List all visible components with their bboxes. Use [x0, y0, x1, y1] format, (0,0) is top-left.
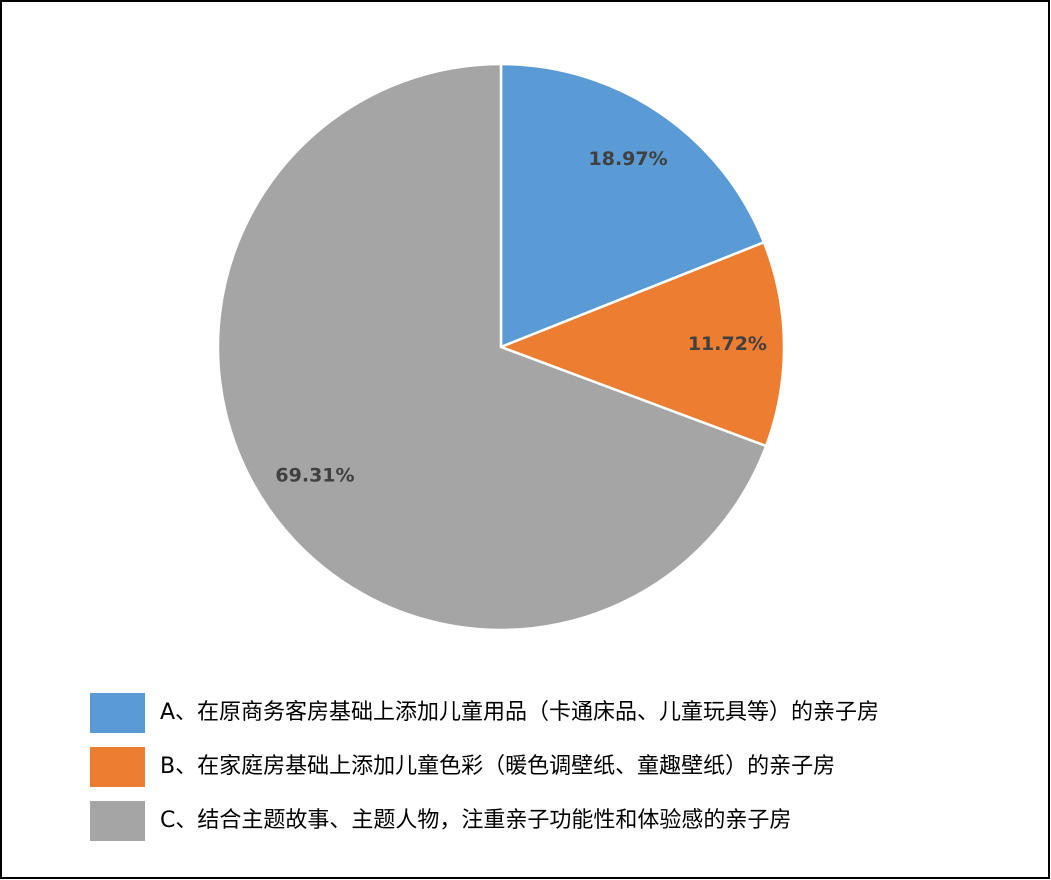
pie-slice	[216, 62, 768, 632]
legend-swatch	[90, 801, 145, 841]
data-label: 18.97%	[589, 148, 668, 170]
pie-slice	[497, 240, 786, 448]
legend-label: B、在家庭房基础上添加儿童色彩（暖色调壁纸、童趣壁纸）的亲子房	[160, 754, 835, 779]
pie-slice	[499, 62, 766, 349]
data-label: 69.31%	[275, 465, 354, 487]
legend-swatch	[90, 693, 145, 733]
legend-label: C、结合主题故事、主题人物，注重亲子功能性和体验感的亲子房	[160, 808, 791, 833]
data-label: 11.72%	[688, 333, 767, 355]
legend-swatch	[90, 747, 145, 787]
legend-label: A、在原商务客房基础上添加儿童用品（卡通床品、儿童玩具等）的亲子房	[160, 700, 879, 725]
